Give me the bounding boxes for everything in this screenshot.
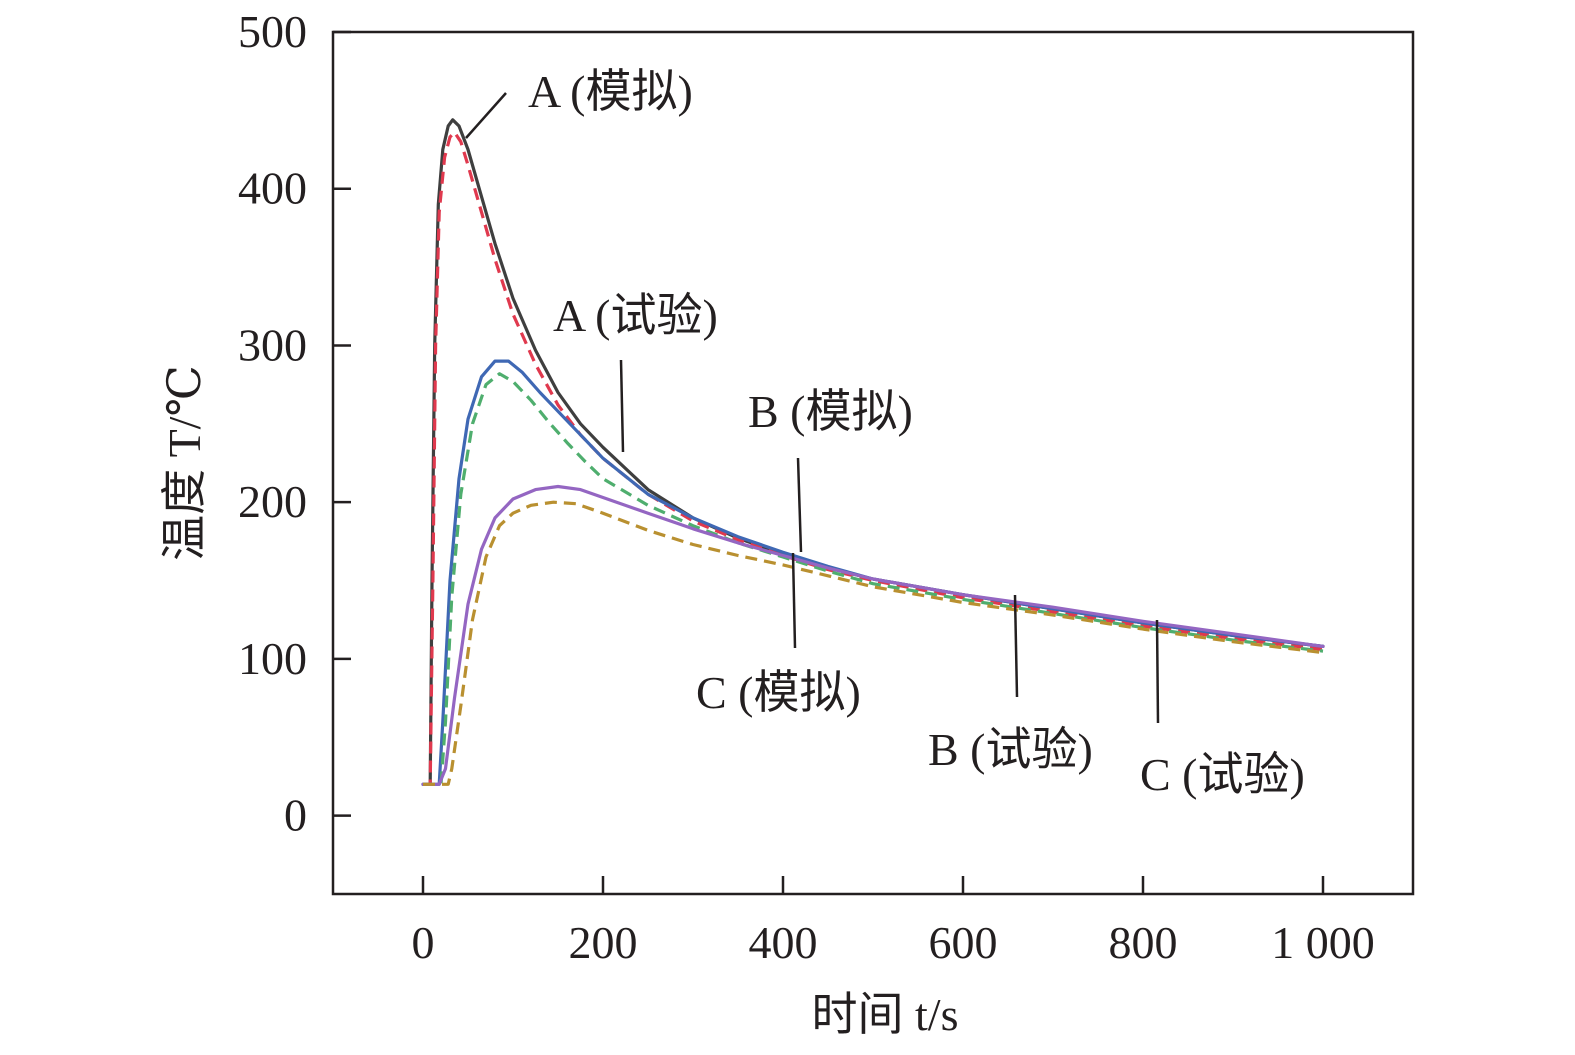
y-tick-label: 300	[238, 319, 307, 370]
x-tick-label: 0	[412, 917, 435, 968]
y-tick-label: 500	[238, 6, 307, 57]
y-tick-label: 400	[238, 163, 307, 214]
annotation-leader	[796, 457, 803, 553]
series-line	[421, 484, 1325, 786]
plot-frame	[331, 30, 1415, 896]
series-line	[423, 130, 1324, 786]
annotation-label: B (模拟)	[748, 386, 913, 437]
x-axis: 0 200 400 600 800 1 000	[412, 876, 1375, 968]
y-tick-label: 200	[238, 476, 307, 527]
annotation-label: B (试验)	[928, 724, 1093, 775]
annotation-label: A (模拟)	[528, 66, 693, 117]
x-axis-title: 时间 t/s	[812, 989, 959, 1040]
annotation-leader	[619, 359, 625, 453]
y-tick-label: 0	[284, 790, 307, 841]
x-tick-label: 400	[749, 917, 818, 968]
series-line	[423, 372, 1324, 786]
annotation-leader	[791, 552, 797, 649]
y-axis-title: 温度 T/℃	[159, 365, 210, 561]
series-layer	[421, 118, 1325, 786]
annotation-label: C (试验)	[1140, 749, 1305, 800]
annotation-label: C (模拟)	[696, 667, 861, 718]
annotation-leader	[465, 92, 507, 139]
x-tick-label: 800	[1109, 917, 1178, 968]
x-tick-label: 1 000	[1271, 917, 1375, 968]
x-tick-label: 600	[929, 917, 998, 968]
y-tick-label: 100	[238, 633, 307, 684]
x-tick-label: 200	[569, 917, 638, 968]
annotations-layer: A (模拟) A (试验) B (模拟) C (模拟) B (试验) C (试验)	[465, 66, 1305, 800]
series-line	[421, 118, 1325, 786]
annotation-leader	[1155, 619, 1160, 724]
series-line	[423, 500, 1324, 786]
y-axis: 0 100 200 300 400 500	[238, 6, 351, 841]
annotation-label: A (试验)	[553, 290, 718, 341]
annotation-leader	[1013, 594, 1019, 698]
